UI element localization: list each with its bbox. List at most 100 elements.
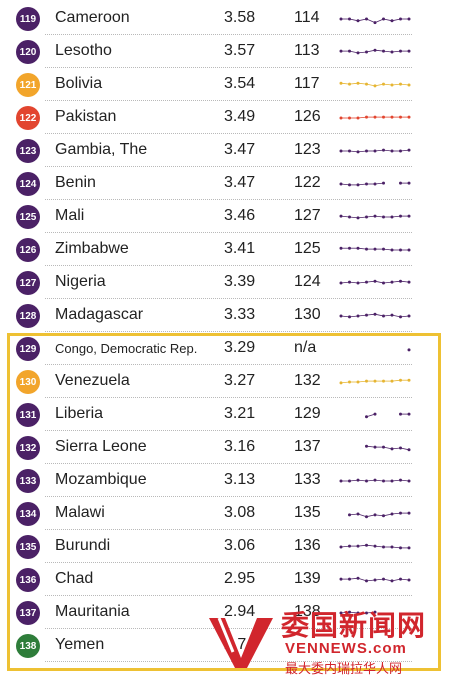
trend-point: [339, 17, 343, 21]
rank-badge: 135: [16, 535, 40, 559]
trend-point: [382, 148, 385, 152]
row-divider: [45, 528, 412, 530]
trend-sparkline: [365, 444, 411, 452]
trend-point: [382, 379, 385, 383]
trend-point: [348, 246, 351, 250]
trend-point: [356, 512, 360, 516]
previous-rank: n/a: [294, 339, 317, 356]
trend-point: [356, 216, 360, 220]
trend-point: [382, 577, 385, 581]
trend-point: [382, 215, 385, 219]
trend-point: [356, 116, 360, 120]
trend-point: [407, 17, 411, 21]
trend-point: [407, 378, 411, 382]
trend-point: [382, 445, 385, 449]
trend-point: [382, 281, 385, 285]
previous-rank: 139: [294, 570, 321, 587]
trend-sparkline: [339, 115, 411, 120]
trend-point: [390, 447, 394, 451]
country-name: Benin: [55, 174, 96, 191]
trend-point: [390, 248, 394, 252]
trend-point: [365, 313, 368, 317]
table-row: 131 Liberia 3.21 129: [0, 398, 450, 431]
trend-point: [399, 17, 402, 21]
trend-point: [373, 214, 377, 218]
trend-point: [373, 115, 377, 119]
country-name: Sierra Leone: [55, 438, 147, 455]
trend-point: [339, 381, 343, 385]
country-name: Bolivia: [55, 75, 103, 92]
table-row: 121 Bolivia 3.54 117: [0, 68, 450, 101]
score-value: 3.41: [224, 240, 256, 257]
country-name: Pakistan: [55, 108, 117, 125]
trend-point: [348, 577, 351, 581]
watermark-logo: [209, 617, 273, 668]
trend-point: [348, 280, 351, 284]
trend-point: [348, 149, 351, 153]
row-divider: [45, 66, 412, 68]
trend-point: [365, 280, 368, 284]
score-value: 3.06: [224, 537, 256, 554]
table-row: 119 Cameroon 3.58 114: [0, 2, 450, 35]
table-row: 135 Burundi 3.06 136: [0, 530, 450, 563]
trend-point: [339, 149, 343, 153]
country-name: Zimbabwe: [55, 240, 129, 257]
previous-rank: 129: [294, 405, 321, 422]
trend-point: [407, 115, 411, 119]
trend-point: [390, 479, 394, 483]
trend-point: [399, 446, 402, 450]
trend-point: [407, 314, 411, 318]
trend-point: [407, 49, 411, 53]
trend-point: [382, 49, 385, 53]
row-divider: [45, 231, 412, 233]
trend-point: [373, 247, 377, 251]
previous-rank: 122: [294, 174, 321, 191]
rank-badge: 127: [16, 271, 40, 295]
previous-rank: 135: [294, 504, 321, 521]
country-name: Venezuela: [55, 372, 130, 389]
country-name: Liberia: [55, 405, 104, 422]
table-row: 132 Sierra Leone 3.16 137: [0, 431, 450, 464]
rank-badge: 138: [16, 634, 40, 658]
country-name: Yemen: [55, 636, 105, 653]
score-value: 3.58: [224, 9, 256, 26]
table-row: 125 Mali 3.46 127: [0, 200, 450, 233]
trend-point: [339, 214, 343, 218]
trend-point: [348, 49, 351, 53]
trend-sparkline: [339, 478, 411, 483]
row-divider: [45, 594, 412, 596]
trend-point: [365, 379, 368, 383]
trend-point: [407, 348, 411, 352]
trend-point: [407, 280, 411, 284]
trend-point: [373, 182, 377, 186]
trend-segment: [374, 18, 384, 23]
trend-point: [407, 248, 411, 252]
score-value: 3.54: [224, 75, 256, 92]
rank-badge: 123: [16, 139, 40, 163]
country-name: Madagascar: [55, 306, 144, 323]
trend-point: [356, 576, 360, 580]
trend-point: [407, 83, 411, 87]
trend-point: [373, 478, 377, 482]
trend-point: [365, 247, 368, 251]
rank-badge: 137: [16, 601, 40, 625]
row-divider: [45, 495, 412, 497]
trend-point: [407, 181, 411, 185]
trend-point: [365, 611, 368, 615]
row-divider: [45, 132, 412, 134]
trend-point: [348, 82, 351, 86]
trend-point: [407, 479, 411, 483]
trend-point: [348, 116, 351, 120]
trend-point: [399, 478, 402, 482]
trend-point: [373, 279, 377, 283]
trend-point: [399, 149, 402, 153]
table-row: 130 Venezuela 3.27 132: [0, 365, 450, 398]
trend-point: [348, 17, 351, 21]
trend-point: [365, 115, 368, 119]
trend-segment: [366, 18, 376, 23]
trend-point: [373, 544, 377, 548]
trend-sparkline: [339, 279, 411, 285]
score-value: 3.27: [224, 372, 256, 389]
trend-sparkline: [339, 543, 411, 550]
country-name: Gambia, The: [55, 141, 148, 158]
